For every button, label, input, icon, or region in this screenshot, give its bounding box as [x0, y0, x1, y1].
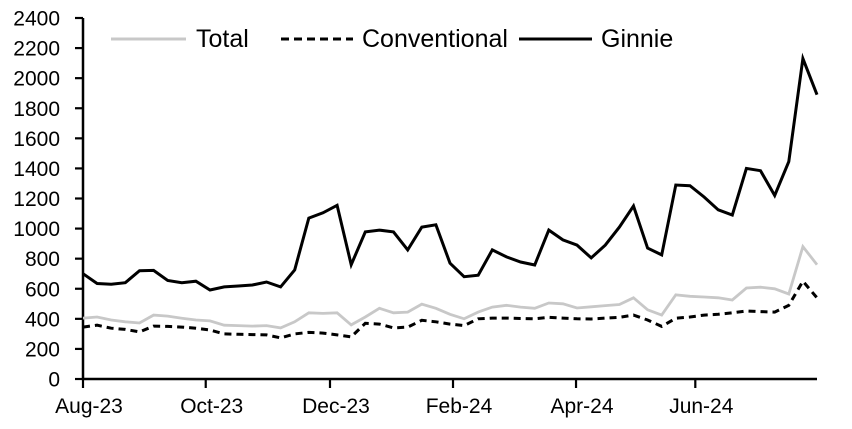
x-axis-label: Oct-23: [180, 395, 243, 418]
legend-label-total: Total: [196, 25, 249, 53]
x-axis-label: Aug-23: [55, 395, 123, 418]
chart-series: [82, 52, 819, 340]
y-axis-label: 2400: [13, 8, 60, 31]
x-axis-label: Apr-24: [551, 395, 614, 418]
series-line-ginnie: [82, 52, 819, 292]
x-axis-label: Feb-24: [426, 395, 493, 418]
x-axis-label: Jun-24: [669, 395, 734, 418]
series-line-total: [82, 243, 819, 330]
y-axis-label: 400: [25, 308, 60, 331]
chart-legend: Total Conventional Ginnie: [111, 25, 673, 53]
y-axis-label: 2000: [13, 68, 60, 91]
y-axis-label: 1600: [13, 128, 60, 151]
y-axis-label: 1000: [13, 218, 60, 241]
y-axis-label: 1400: [13, 158, 60, 181]
legend-label-conventional: Conventional: [362, 25, 508, 53]
chart-axes: 0 200 400 600 800 1000 1200 1400 1600 1800 2000 220…: [13, 8, 817, 418]
y-axis-label: 1200: [13, 188, 60, 211]
y-axis-label: 800: [25, 248, 60, 271]
series-line-conventional: [82, 278, 819, 340]
y-axis-label: 600: [25, 278, 60, 301]
y-axis-label: 200: [25, 338, 60, 361]
legend-label-ginnie: Ginnie: [601, 25, 673, 53]
y-axis-label: 2200: [13, 38, 60, 61]
x-axis-label: Dec-23: [302, 395, 370, 418]
y-axis-label: 1800: [13, 98, 60, 121]
y-axis-label: 0: [48, 369, 60, 392]
